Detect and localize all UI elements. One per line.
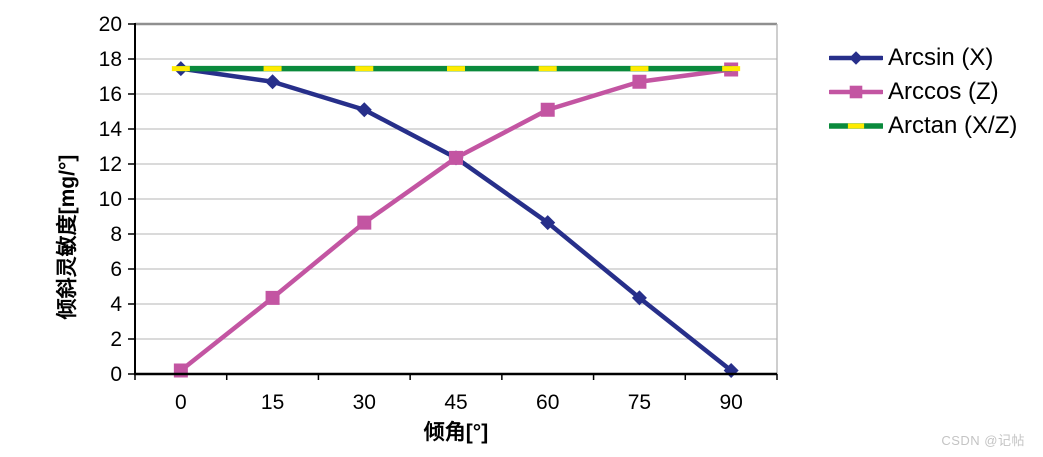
svg-text:0: 0 bbox=[175, 391, 187, 414]
legend-label-arcsin-x: Arcsin (X) bbox=[888, 44, 994, 71]
svg-text:2: 2 bbox=[110, 328, 122, 351]
legend-swatch-arctan-icon bbox=[829, 123, 883, 129]
watermark: CSDN @记帖 bbox=[941, 433, 1025, 448]
series-arcsin-x bbox=[173, 61, 739, 378]
svg-text:10: 10 bbox=[99, 188, 122, 211]
series-arccos-z bbox=[173, 62, 739, 378]
svg-text:12: 12 bbox=[99, 153, 122, 176]
svg-text:8: 8 bbox=[110, 223, 122, 246]
svg-text:30: 30 bbox=[353, 391, 376, 414]
legend-swatch-arcsin-icon bbox=[829, 51, 883, 65]
legend-item-arcsin-x: Arcsin (X) bbox=[829, 41, 1017, 75]
svg-text:60: 60 bbox=[536, 391, 559, 414]
x-tick-labels: 0 15 30 45 60 75 90 bbox=[175, 391, 743, 414]
legend-label-arctan-xz: Arctan (X/Z) bbox=[888, 112, 1018, 139]
svg-text:16: 16 bbox=[99, 83, 122, 106]
plot-border bbox=[135, 22, 778, 374]
x-axis-title: 倾角[°] bbox=[423, 421, 489, 444]
svg-text:18: 18 bbox=[99, 48, 122, 71]
legend-item-arccos-z: Arccos (Z) bbox=[829, 75, 1017, 109]
legend-label-arccos-z: Arccos (Z) bbox=[888, 78, 999, 105]
y-tick-labels: 0 2 4 6 8 10 12 14 16 18 20 bbox=[99, 13, 123, 386]
svg-text:45: 45 bbox=[444, 391, 467, 414]
axes bbox=[128, 23, 778, 380]
svg-text:6: 6 bbox=[110, 258, 122, 281]
series-arctan-x-z bbox=[171, 65, 741, 72]
legend-item-arctan-xz: Arctan (X/Z) bbox=[829, 109, 1017, 143]
y-axis-title: 倾斜灵敏度[mg/°] bbox=[56, 154, 79, 320]
svg-text:14: 14 bbox=[99, 118, 123, 141]
legend-swatch-arccos-icon bbox=[829, 85, 883, 99]
svg-text:75: 75 bbox=[628, 391, 651, 414]
legend: Arcsin (X) Arccos (Z) Arctan (X/Z) bbox=[829, 41, 1017, 143]
svg-text:4: 4 bbox=[110, 293, 122, 316]
svg-text:15: 15 bbox=[261, 391, 284, 414]
svg-text:20: 20 bbox=[99, 13, 122, 36]
svg-text:0: 0 bbox=[110, 363, 122, 386]
svg-text:90: 90 bbox=[719, 391, 742, 414]
